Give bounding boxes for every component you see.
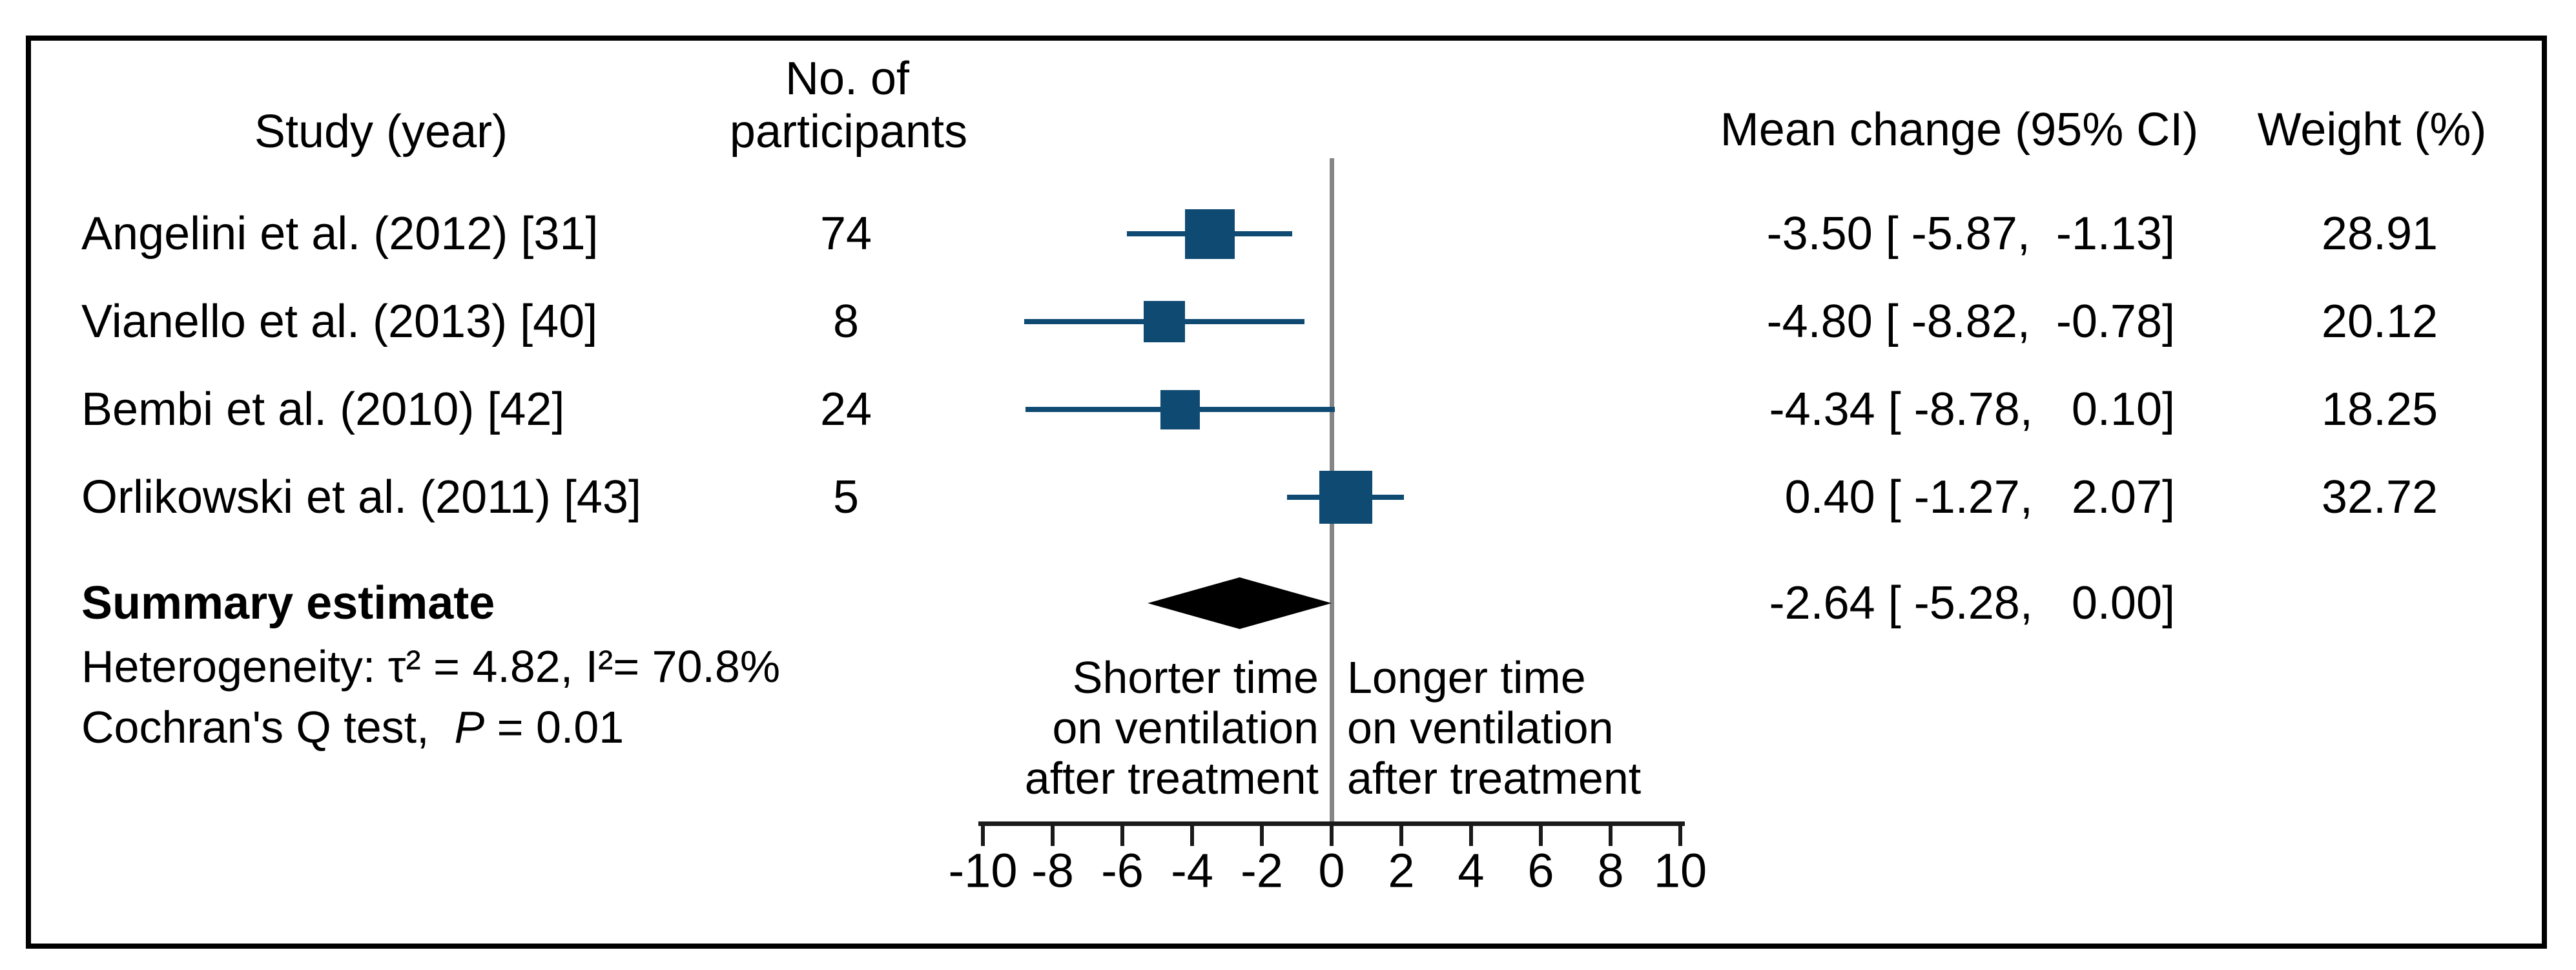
x-axis-line	[978, 821, 1685, 826]
axis-tick	[1678, 826, 1682, 846]
mean-ci-value: -3.50 [ -5.87, -1.13]	[1766, 208, 2175, 260]
weight-value: 18.25	[2321, 384, 2438, 435]
direction-label-left: Shorter time on ventilation after treatm…	[1025, 652, 1319, 803]
axis-tick-label: -4	[1171, 843, 1213, 898]
column-header-study: Study (year)	[254, 106, 508, 158]
axis-tick	[1120, 826, 1124, 846]
column-header-mean-change: Mean change (95% CI)	[1720, 104, 2199, 156]
effect-square	[1143, 301, 1185, 342]
axis-tick	[1260, 826, 1264, 846]
direction-label-right: Longer time on ventilation after treatme…	[1347, 652, 1641, 803]
axis-tick-label: 4	[1458, 843, 1485, 898]
effect-square	[1160, 389, 1200, 429]
direction-left-line1: Shorter time	[1072, 652, 1319, 703]
axis-tick	[1330, 826, 1334, 846]
summary-mean-ci-value: -2.64 [ -5.28, 0.00]	[1769, 577, 2175, 629]
cochran-q-stats: Cochran's Q test, P = 0.01	[81, 701, 624, 753]
axis-tick	[1190, 826, 1194, 846]
weight-value: 20.12	[2321, 296, 2438, 347]
axis-tick-label: -8	[1031, 843, 1074, 898]
column-header-weight: Weight (%)	[2257, 104, 2487, 156]
participants-value: 74	[819, 208, 872, 260]
axis-tick-label: 10	[1653, 843, 1707, 898]
axis-tick	[981, 826, 985, 846]
axis-tick-label: 8	[1597, 843, 1624, 898]
cochran-p-value: = 0.01	[484, 702, 624, 752]
axis-tick-label: 6	[1527, 843, 1554, 898]
direction-right-line1: Longer time	[1347, 652, 1586, 703]
direction-left-line3: after treatment	[1024, 753, 1319, 803]
mean-ci-value: 0.40 [ -1.27, 2.07]	[1771, 471, 2175, 523]
weight-value: 32.72	[2321, 471, 2438, 523]
direction-left-line2: on ventilation	[1052, 703, 1319, 753]
mean-ci-value: -4.34 [ -8.78, 0.10]	[1769, 384, 2175, 435]
direction-right-line2: on ventilation	[1347, 703, 1614, 753]
axis-tick	[1539, 826, 1543, 846]
effect-square	[1319, 471, 1372, 524]
direction-right-line3: after treatment	[1347, 753, 1642, 803]
study-label: Vianello et al. (2013) [40]	[81, 296, 598, 347]
axis-tick	[1609, 826, 1613, 846]
participants-value: 8	[832, 296, 860, 347]
axis-tick-label: -10	[948, 843, 1018, 898]
heterogeneity-stats: Heterogeneity: τ² = 4.82, I²= 70.8%	[81, 641, 781, 692]
participants-value: 5	[832, 471, 860, 523]
participants-value: 24	[819, 384, 872, 435]
summary-diamond-shape	[1147, 577, 1332, 629]
study-label: Angelini et al. (2012) [31]	[81, 208, 599, 260]
axis-tick	[1399, 826, 1403, 846]
axis-tick-label: 0	[1318, 843, 1345, 898]
cochran-prefix: Cochran's Q test,	[81, 702, 455, 752]
axis-tick-label: 2	[1388, 843, 1415, 898]
mean-ci-value: -4.80 [ -8.82, -0.78]	[1766, 296, 2175, 347]
cochran-p-symbol: P	[454, 702, 485, 752]
weight-value: 28.91	[2321, 208, 2438, 260]
effect-square	[1184, 209, 1235, 259]
summary-diamond	[1147, 577, 1332, 629]
summary-estimate-label: Summary estimate	[81, 577, 495, 629]
column-header-participants-line2: participants	[729, 106, 968, 158]
axis-tick-label: -2	[1241, 843, 1283, 898]
study-label: Bembi et al. (2010) [42]	[81, 384, 565, 435]
axis-tick	[1469, 826, 1473, 846]
axis-tick	[1051, 826, 1055, 846]
study-label: Orlikowski et al. (2011) [43]	[81, 471, 641, 523]
column-header-participants-line1: No. of	[785, 53, 910, 105]
axis-tick-label: -6	[1101, 843, 1144, 898]
figure-border-frame	[26, 36, 2547, 949]
